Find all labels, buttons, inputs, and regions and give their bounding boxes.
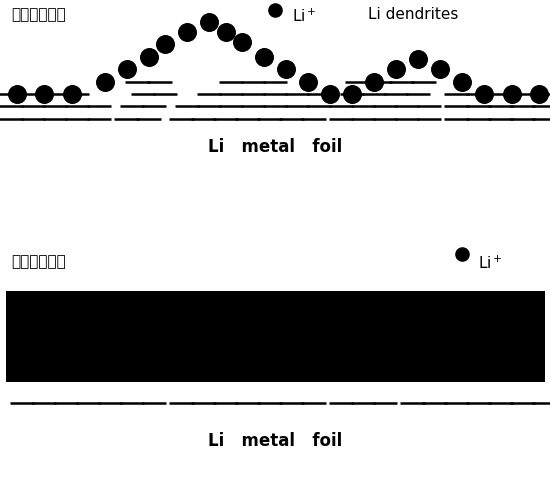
Point <box>480 90 488 98</box>
Point <box>238 38 246 46</box>
Point <box>205 18 213 26</box>
Point <box>458 250 466 258</box>
Point <box>392 65 400 73</box>
Point <box>348 90 356 98</box>
Polygon shape <box>207 383 275 395</box>
Polygon shape <box>6 383 73 395</box>
Point <box>282 65 290 73</box>
Point <box>436 65 444 73</box>
Text: 硫化物电解质: 硫化物电解质 <box>11 254 66 269</box>
Point <box>144 53 153 61</box>
Point <box>370 78 378 85</box>
Point <box>458 78 466 85</box>
Point <box>304 78 312 85</box>
Text: Li$^+$: Li$^+$ <box>478 254 503 272</box>
Point <box>535 90 543 98</box>
Polygon shape <box>342 383 410 395</box>
Point <box>260 53 268 61</box>
Bar <box>6 291 544 383</box>
Polygon shape <box>477 383 544 395</box>
Point <box>12 90 21 98</box>
Point <box>100 78 109 85</box>
Point <box>40 90 48 98</box>
Point <box>183 28 191 36</box>
Polygon shape <box>73 383 140 395</box>
Text: Li$^+$: Li$^+$ <box>292 7 316 25</box>
Point <box>122 65 131 73</box>
Point <box>414 55 422 63</box>
Point <box>271 6 279 14</box>
Polygon shape <box>410 383 477 395</box>
Point <box>67 90 76 98</box>
Text: 硫化物电解质: 硫化物电解质 <box>11 7 66 22</box>
Text: Li   metal   foil: Li metal foil <box>208 432 342 450</box>
Polygon shape <box>275 383 342 395</box>
Polygon shape <box>140 383 208 395</box>
Point <box>326 90 334 98</box>
Point <box>221 28 230 36</box>
Point <box>161 41 169 48</box>
Text: Li dendrites: Li dendrites <box>368 7 459 22</box>
Point <box>507 90 516 98</box>
Text: Li   metal   foil: Li metal foil <box>208 138 342 156</box>
